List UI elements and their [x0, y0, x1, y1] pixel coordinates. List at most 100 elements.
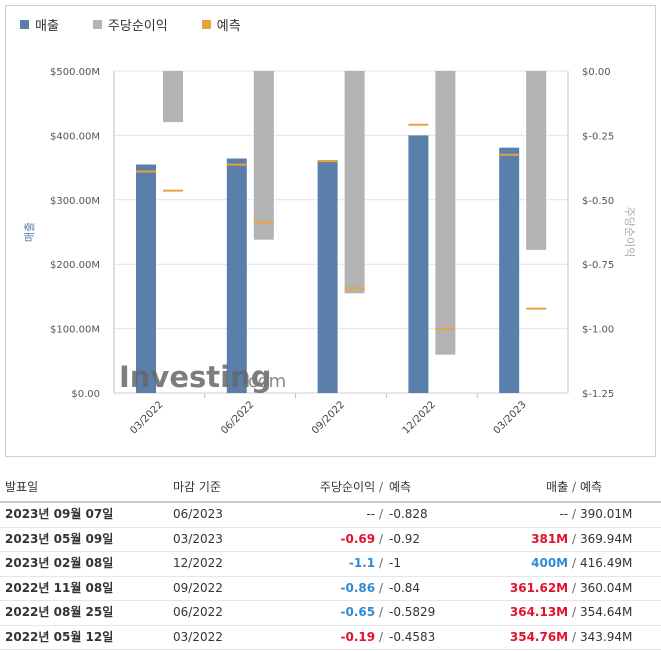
left-axis-tick-label: $400.00M [50, 131, 100, 142]
legend-swatch [92, 20, 102, 29]
legend-label: 주당순이익 [107, 19, 168, 34]
table-header-row: 발표일 마감 기준 주당순이익 / 예측 매출 / 예측 [0, 474, 661, 503]
row-eps-value: -0.65 [340, 605, 376, 619]
row-revenue-forecast: 343.94M [580, 629, 633, 644]
header-revenue-label: 매출 [546, 480, 569, 494]
header-period: 마감 기준 [173, 480, 221, 494]
row-eps-value: -0.86 [340, 580, 376, 595]
earnings-chart: $0.00 $100.00M $200.00M $300.00M $400.00M $50… [23, 67, 636, 436]
left-axis-tick-label: $100.00M [50, 325, 100, 336]
row-revenue-value: 400M [531, 556, 569, 570]
header-eps: 주당순이익 / [320, 474, 383, 501]
row-revenue: 364.13M / [510, 601, 576, 624]
eps-bar [526, 71, 547, 250]
row-revenue: 381M / [531, 528, 576, 551]
row-period: 09/2022 [173, 580, 223, 595]
row-revenue-value: 381M [531, 531, 569, 546]
row-period: 03/2022 [173, 629, 223, 644]
row-eps: -0.69 / [341, 528, 383, 551]
left-axis-tick-label: $200.00M [50, 260, 100, 271]
row-eps: -0.86 / [341, 577, 383, 600]
revenue-bar [408, 135, 429, 393]
row-date: 2022년 08월 25일 [5, 605, 114, 619]
row-date: 2023년 05월 09일 [5, 531, 114, 546]
right-axis-title: 주당순이익 [623, 207, 636, 258]
row-period: 06/2022 [173, 605, 223, 619]
table-row: 2023년 05월 09일 03/2023 -0.69 / -0.92 381M / 36… [0, 528, 661, 552]
left-axis-title: 매출 [23, 222, 36, 242]
row-eps-slash: / [378, 531, 383, 546]
eps-bar [253, 71, 274, 240]
earnings-chart-panel: 매출 주당순이익 예측 $0.00 $100.00M $200.00M $300.00M $… [5, 5, 656, 457]
row-eps: -0.19 / [341, 626, 383, 649]
legend-swatch [201, 20, 211, 29]
legend-item[interactable]: 매출 [20, 15, 59, 34]
left-axis-tick-label: $500.00M [50, 67, 100, 78]
eps-bar [163, 71, 183, 123]
header-revenue: 매출 / [546, 474, 576, 501]
row-eps-forecast: -0.84 [389, 580, 421, 595]
row-eps-slash: / [378, 507, 383, 521]
right-axis-tick-label: $-1.25 [582, 389, 614, 400]
revenue-bar [499, 147, 520, 393]
row-revenue-slash: / [571, 605, 576, 619]
revenue-bar [317, 160, 338, 393]
row-revenue-value: 364.13M [509, 605, 569, 619]
left-axis-tick-label: $0.00 [71, 389, 100, 400]
row-eps-slash: / [378, 629, 383, 644]
legend-item[interactable]: 예측 [201, 15, 241, 34]
table-row: 2022년 05월 12일 03/2022 -0.19 / -0.4583 354.76… [0, 626, 661, 650]
row-revenue-value: -- [559, 507, 569, 521]
row-revenue-value: 361.62M [509, 580, 569, 595]
revenue-bar [226, 158, 247, 393]
row-eps-forecast: -0.92 [389, 531, 421, 546]
row-eps-forecast: -0.828 [389, 507, 428, 521]
row-eps-value: -1.1 [348, 556, 376, 570]
header-revenue-forecast: 예측 [580, 480, 603, 494]
eps-bar [435, 71, 456, 355]
row-date: 2022년 05월 12일 [5, 629, 114, 644]
row-eps-forecast: -1 [389, 556, 401, 570]
header-eps-label: 주당순이익 [319, 480, 376, 494]
legend-label: 매출 [35, 19, 59, 34]
table-row: 2022년 08월 25일 06/2022 -0.65 / -0.5829 364.13… [0, 601, 661, 626]
right-axis-tick-label: $-1.00 [582, 325, 614, 336]
row-eps-slash: / [378, 605, 383, 619]
legend-label: 예측 [216, 19, 241, 34]
x-axis-tick-label: 06/2022 [219, 399, 256, 436]
left-axis-tick-label: $300.00M [50, 196, 100, 207]
row-revenue-forecast: 390.01M [580, 507, 633, 521]
header-eps-forecast: 예측 [389, 480, 412, 494]
row-eps: -- / [366, 503, 383, 526]
legend-item[interactable]: 주당순이익 [92, 15, 168, 34]
table-row: 2022년 11월 08일 09/2022 -0.86 / -0.84 361.62M … [0, 577, 661, 601]
row-eps-forecast: -0.4583 [389, 629, 436, 644]
row-revenue-slash: / [571, 531, 576, 546]
row-revenue: 354.76M / [510, 626, 576, 649]
row-period: 03/2023 [173, 531, 223, 546]
x-axis-tick-label: 12/2022 [401, 399, 438, 436]
row-revenue-forecast: 354.64M [580, 605, 633, 619]
right-axis-tick-label: $-0.50 [582, 196, 614, 207]
x-axis-tick-label: 03/2023 [492, 399, 529, 436]
row-revenue: 400M / [531, 552, 576, 575]
row-revenue-slash: / [571, 556, 576, 570]
row-date: 2023년 09월 07일 [5, 507, 114, 521]
legend-swatch [20, 20, 29, 29]
row-eps-slash: / [378, 580, 383, 595]
row-revenue-slash: / [571, 507, 576, 521]
revenue-bar [136, 164, 156, 393]
table-row: 2023년 09월 07일 06/2023 -- / -0.828 -- / 390.01… [0, 503, 661, 528]
row-revenue-slash: / [571, 629, 576, 644]
row-eps: -1.1 / [349, 552, 383, 575]
row-revenue: -- / [559, 503, 576, 526]
earnings-table: 발표일 마감 기준 주당순이익 / 예측 매출 / 예측 2023년 09월 0… [0, 474, 661, 650]
right-axis-tick-label: $0.00 [582, 67, 611, 78]
row-revenue: 361.62M / [510, 577, 576, 600]
row-eps: -0.65 / [341, 601, 383, 624]
row-eps-slash: / [378, 556, 383, 570]
investing-logo-watermark: Investing [119, 360, 271, 394]
row-date: 2022년 11월 08일 [5, 580, 114, 595]
row-date: 2023년 02월 08일 [5, 556, 114, 570]
row-period: 06/2023 [173, 507, 223, 521]
